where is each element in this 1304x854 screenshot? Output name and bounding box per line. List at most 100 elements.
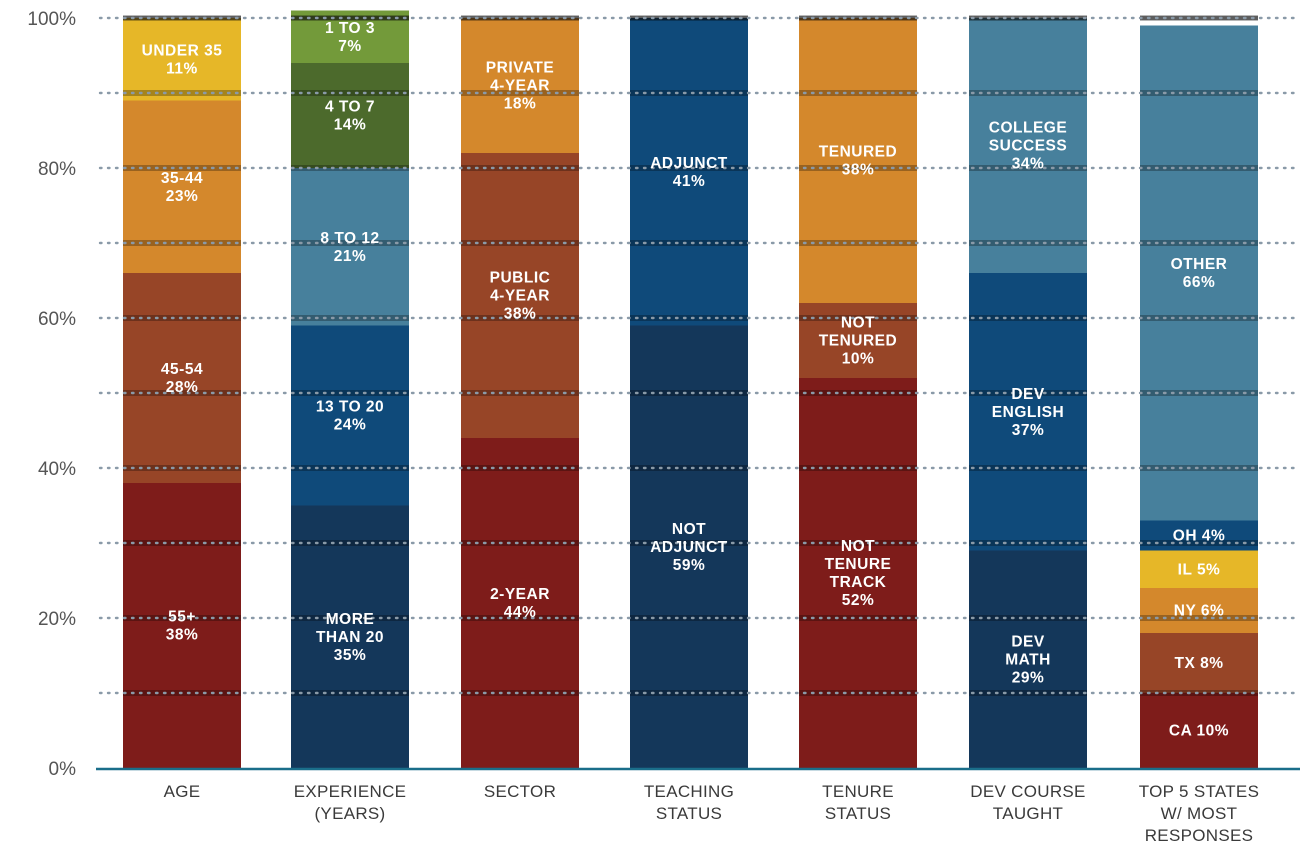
grid-band <box>630 465 748 471</box>
x-axis: AGE EXPERIENCE (YEARS) SECTOR TEACHING STATUS… <box>96 767 1300 845</box>
grid-band <box>461 315 579 321</box>
grid-band <box>1140 615 1258 621</box>
segment-label: OTHER 66% <box>1171 256 1228 291</box>
grid-band <box>630 540 748 546</box>
grid-band <box>1140 390 1258 396</box>
segment-label: PRIVATE 4-YEAR 18% <box>486 60 554 113</box>
grid-band <box>630 165 748 171</box>
grid-band <box>1140 15 1258 21</box>
segment-label: 35-44 23% <box>161 170 203 205</box>
grid-band <box>461 240 579 246</box>
grid-band <box>461 540 579 546</box>
bar-segment-dev-course-taught-dev-math-29 <box>969 550 1087 768</box>
bar-segment-dev-course-taught-dev-english-37 <box>969 273 1087 551</box>
grid-band <box>1140 690 1258 696</box>
bar-top-cap <box>799 16 917 20</box>
grid-band <box>799 390 917 396</box>
segment-label: IL 5% <box>1178 561 1221 578</box>
segment-label: OH 4% <box>1173 528 1225 545</box>
grid-band <box>461 15 579 21</box>
bar-segment-top-5-states-w-most-responses-oh-4 <box>1140 520 1258 551</box>
bar-segment-top-5-states-w-most-responses-il-5 <box>1140 550 1258 588</box>
segment-label: 13 TO 20 24% <box>316 399 384 434</box>
grid-band <box>1140 465 1258 471</box>
grid-band <box>461 165 579 171</box>
bar-top-cap <box>461 16 579 20</box>
grid-band <box>461 390 579 396</box>
grid-band <box>630 390 748 396</box>
segment-label: ADJUNCT 41% <box>650 155 728 190</box>
segment-label: NOT ADJUNCT 59% <box>650 521 728 574</box>
grid-band <box>799 690 917 696</box>
grid-band <box>799 465 917 471</box>
grid-band <box>1140 165 1258 171</box>
segment-label: NY 6% <box>1174 603 1224 620</box>
x-category-label: TENURE STATUS <box>822 782 894 823</box>
segment-label: 55+ 38% <box>166 609 199 644</box>
grid-band <box>799 315 917 321</box>
segment-label: CA 10% <box>1169 723 1229 740</box>
segment-label: 8 TO 12 21% <box>320 230 379 265</box>
x-category-label: DEV COURSE TAUGHT <box>970 782 1085 823</box>
grid-band <box>799 15 917 21</box>
x-category-label: TOP 5 STATES W/ MOST RESPONSES <box>1139 782 1259 845</box>
bar-segment-experience-years-4-to-7-14 <box>291 63 409 168</box>
grid-band <box>630 90 748 96</box>
grid-band <box>461 465 579 471</box>
y-tick-label: 0% <box>49 759 77 780</box>
segment-label: DEV MATH 29% <box>1005 633 1051 686</box>
bar-segment-experience-years-8-to-12-21 <box>291 168 409 326</box>
grid-band <box>461 690 579 696</box>
segment-label: 1 TO 3 7% <box>325 20 375 55</box>
bar-segment-age-55-38 <box>123 483 241 768</box>
bar-segment-age-45-54-28 <box>123 273 241 483</box>
y-tick-label: 20% <box>38 609 76 630</box>
segment-label: PUBLIC 4-YEAR 38% <box>490 270 551 323</box>
bar-segment-top-5-states-w-most-responses-ca-10 <box>1140 693 1258 768</box>
grid-band <box>461 90 579 96</box>
gridlines <box>98 15 1302 696</box>
x-category-label: TEACHING STATUS <box>644 782 734 823</box>
grid-band <box>1140 315 1258 321</box>
y-tick-label: 40% <box>38 459 76 480</box>
bar-segment-top-5-states-w-most-responses-tx-8 <box>1140 633 1258 693</box>
x-category-label: EXPERIENCE (YEARS) <box>294 782 407 823</box>
grid-band <box>1140 90 1258 96</box>
bar-segment-experience-years-more-than-20-35 <box>291 505 409 768</box>
y-tick-label: 80% <box>38 159 76 180</box>
segment-label: MORE THAN 20 35% <box>316 611 384 664</box>
grid-band <box>799 540 917 546</box>
grid-band <box>799 240 917 246</box>
grid-band <box>799 90 917 96</box>
grid-band <box>630 240 748 246</box>
segment-label: 45-54 28% <box>161 361 203 396</box>
grid-band <box>630 315 748 321</box>
bar-segment-top-5-states-w-most-responses-ny-6 <box>1140 588 1258 633</box>
bar-segment-tenure-status-not-tenure-track-52 <box>799 378 917 768</box>
y-tick-label: 60% <box>38 309 76 330</box>
segment-label: NOT TENURE TRACK 52% <box>825 538 892 609</box>
bar-segment-age-under-35-11 <box>123 18 241 101</box>
bar-segment-top-5-states-w-most-responses-other-66 <box>1140 25 1258 521</box>
grid-band <box>630 615 748 621</box>
bar-segment-teaching-status-adjunct-41 <box>630 18 748 326</box>
segment-label: TENURED 38% <box>819 144 897 179</box>
grid-band <box>799 165 917 171</box>
bar-top-cap <box>630 16 748 20</box>
bar-segment-sector-2-year-44 <box>461 438 579 768</box>
bar-segment-dev-course-taught-college-success-34 <box>969 18 1087 273</box>
segment-label: COLLEGE SUCCESS 34% <box>989 120 1067 173</box>
bars-layer <box>123 10 1258 768</box>
segment-label: 2-YEAR 44% <box>490 586 550 621</box>
grid-band <box>630 15 748 21</box>
segment-label: TX 8% <box>1174 655 1223 672</box>
segment-label: DEV ENGLISH 37% <box>992 386 1064 439</box>
x-category-label: AGE <box>164 782 201 801</box>
grid-band <box>1140 540 1258 546</box>
bar-segment-tenure-status-not-tenured-10 <box>799 303 917 378</box>
y-axis: 0% 20% 40% 60% 80% 100% <box>27 9 76 780</box>
segment-label: 4 TO 7 14% <box>325 99 375 134</box>
x-category-label: SECTOR <box>484 782 556 801</box>
bar-segment-teaching-status-not-adjunct-59 <box>630 325 748 768</box>
